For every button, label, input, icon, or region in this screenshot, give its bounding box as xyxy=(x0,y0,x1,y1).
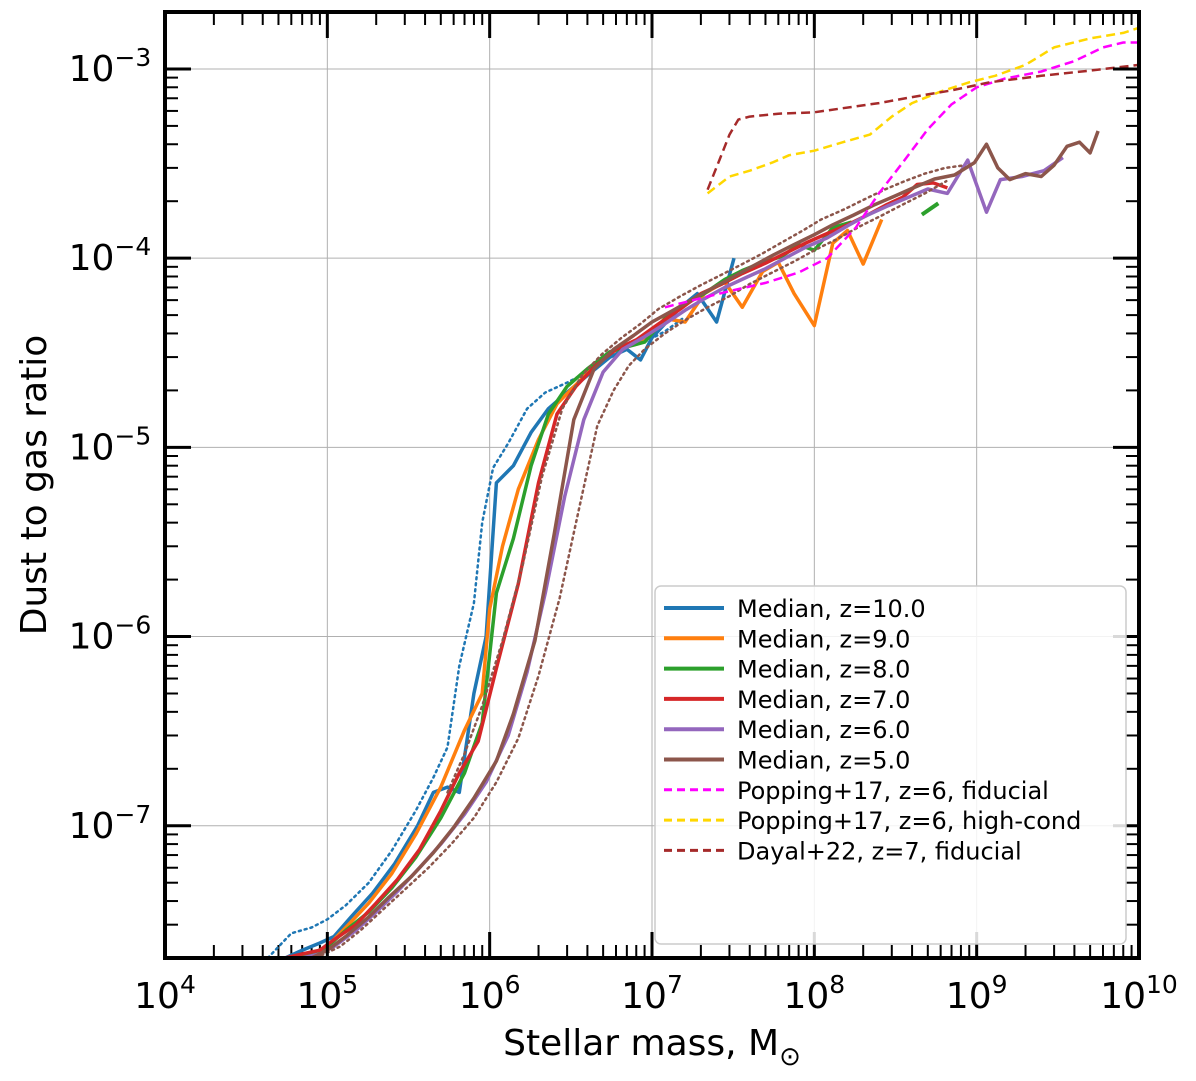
legend-label-popping_hc: Popping+17, z=6, high-cond xyxy=(737,807,1081,835)
tick-labels: 104 105 106 107 108 109 1010 10−7 10−6 10−5 10−4 10… xyxy=(69,43,1178,1017)
y-tick-label: 10−3 xyxy=(69,43,152,90)
y-tick-label: 10−6 xyxy=(69,611,152,658)
legend-label-z6_median: Median, z=6.0 xyxy=(737,716,910,744)
legend-label-dayal: Dayal+22, z=7, fiducial xyxy=(737,837,1022,865)
legend-label-popping_fid: Popping+17, z=6, fiducial xyxy=(737,777,1049,805)
x-tick-label: 108 xyxy=(783,970,845,1017)
x-axis-label: Stellar mass, M⊙ xyxy=(503,1023,801,1072)
series-layer xyxy=(266,26,1139,958)
x-tick-label: 1010 xyxy=(1100,970,1178,1017)
series-line-popping_fid xyxy=(664,41,1139,309)
x-tick-label: 105 xyxy=(296,970,358,1017)
x-tick-label: 107 xyxy=(621,970,683,1017)
y-tick-label: 10−4 xyxy=(69,232,152,279)
legend-label-z8_median: Median, z=8.0 xyxy=(737,656,910,684)
legend-label-z9_median: Median, z=9.0 xyxy=(737,625,910,653)
y-tick-label: 10−5 xyxy=(69,421,152,468)
y-tick-label: 10−7 xyxy=(69,800,152,847)
series-line-popping_hc xyxy=(706,26,1139,195)
x-axis-label-subscript: ⊙ xyxy=(779,1042,801,1072)
x-tick-label: 104 xyxy=(134,970,196,1017)
series-line-z10_median xyxy=(284,257,736,958)
series-line-z5_p84 xyxy=(446,163,967,794)
series-line-z8_tail xyxy=(920,201,940,217)
series-line-z5_p16 xyxy=(314,179,948,958)
x-tick-label: 106 xyxy=(459,970,521,1017)
series-line-z10_p16 xyxy=(266,315,687,958)
legend-label-z5_median: Median, z=5.0 xyxy=(737,747,910,775)
grid-lines xyxy=(165,12,1139,958)
legend-label-z7_median: Median, z=7.0 xyxy=(737,686,910,714)
legend-label-z10_median: Median, z=10.0 xyxy=(737,595,926,623)
series-line-dayal xyxy=(706,63,1139,191)
legend-box xyxy=(654,585,1127,945)
x-tick-label: 109 xyxy=(946,970,1008,1017)
series-line-z5_median xyxy=(310,130,1100,958)
y-axis-label: Dust to gas ratio xyxy=(14,335,55,636)
